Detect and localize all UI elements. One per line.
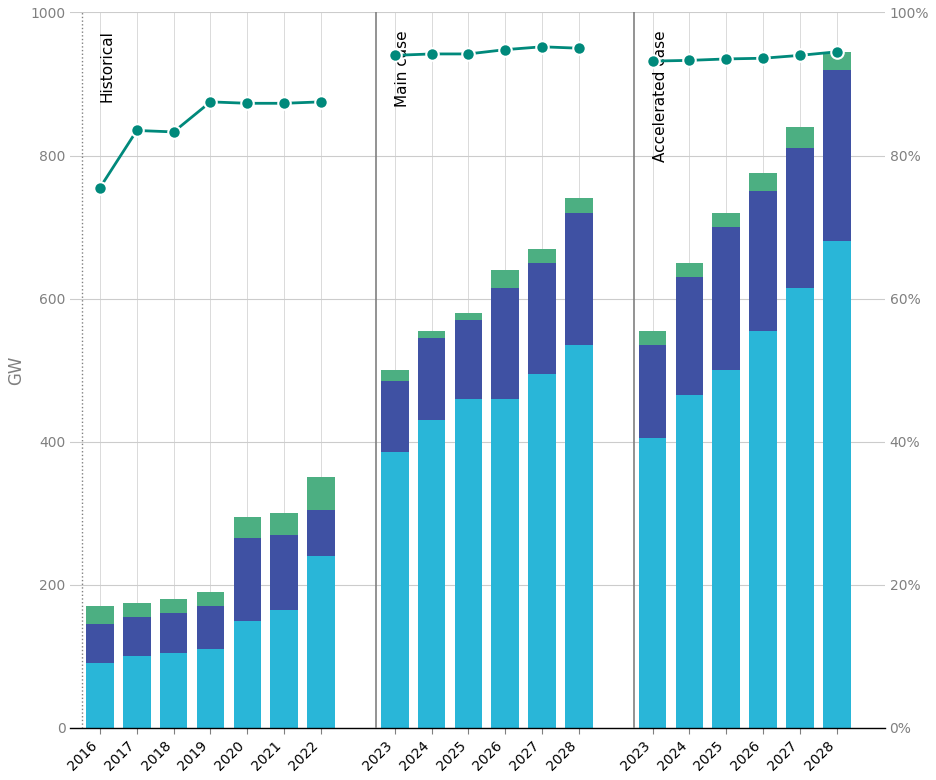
Bar [565,345,592,728]
Bar [786,288,813,728]
Bar [197,592,225,606]
Bar [823,241,851,728]
Bar [417,331,446,338]
Bar [528,374,556,728]
Text: Historical: Historical [100,30,115,102]
Bar [271,610,298,728]
Bar [233,621,261,728]
Bar [160,599,187,613]
Bar [86,624,114,664]
Bar [491,270,519,288]
Bar [455,399,482,728]
Bar [123,617,151,656]
Bar [123,603,151,617]
Bar [712,213,740,227]
Bar [750,173,777,191]
Text: Main case: Main case [395,30,410,107]
Bar [676,395,703,728]
Bar [638,331,666,345]
Bar [491,399,519,728]
Bar [750,331,777,728]
Bar [197,649,225,728]
Bar [197,606,225,649]
Text: Accelerated case: Accelerated case [652,30,667,162]
Bar [455,320,482,399]
Bar [233,538,261,621]
Bar [417,338,446,420]
Bar [638,438,666,728]
Bar [750,191,777,331]
Bar [676,263,703,277]
Bar [676,277,703,395]
Bar [123,656,151,728]
Bar [455,313,482,320]
Bar [823,51,851,69]
Bar [638,345,666,438]
Bar [417,420,446,728]
Bar [823,69,851,241]
Bar [86,606,114,624]
Bar [712,370,740,728]
Bar [565,213,592,345]
Y-axis label: GW: GW [7,356,25,385]
Bar [381,381,408,452]
Bar [528,249,556,263]
Bar [160,613,187,653]
Bar [86,664,114,728]
Bar [233,517,261,538]
Bar [307,509,335,556]
Bar [565,198,592,213]
Bar [307,477,335,509]
Bar [786,148,813,288]
Bar [381,370,408,381]
Bar [271,534,298,610]
Bar [307,556,335,728]
Bar [786,127,813,148]
Bar [271,513,298,534]
Bar [528,263,556,374]
Bar [381,452,408,728]
Bar [712,227,740,370]
Bar [491,288,519,399]
Bar [160,653,187,728]
